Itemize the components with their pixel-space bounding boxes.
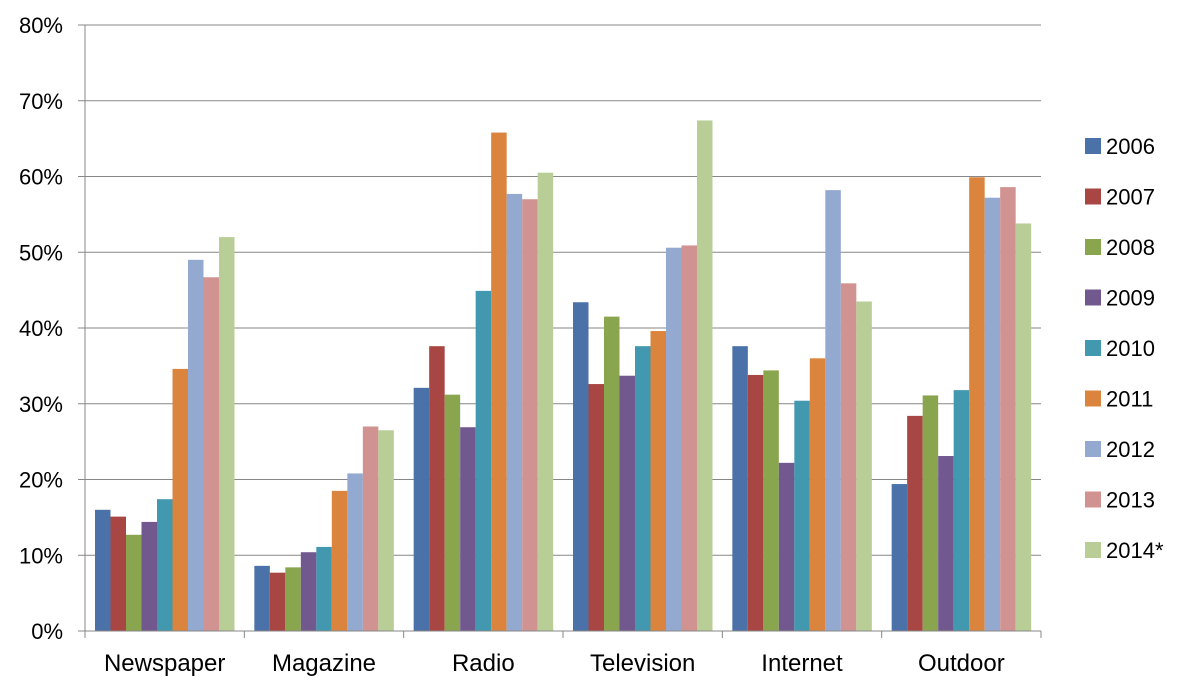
bar-2011-outdoor <box>969 177 985 631</box>
bar-2007-radio <box>429 346 445 631</box>
y-tick-label: 40% <box>19 316 63 341</box>
legend: 2006 2007 2008 2009 2010 2011 2012 2013 2014* <box>1085 134 1164 563</box>
bar-2010-television <box>635 346 651 631</box>
y-tick-label: 80% <box>19 13 63 38</box>
legend-swatch <box>1085 239 1101 255</box>
bar-2014-magazine <box>378 430 394 631</box>
bar-2013-radio <box>522 199 538 631</box>
bar-2011-television <box>650 331 666 631</box>
bar-2010-outdoor <box>953 390 970 631</box>
legend-swatch <box>1085 441 1101 457</box>
bar-2014-television <box>697 120 713 631</box>
y-tick-label: 30% <box>19 392 63 417</box>
bar-2014-newspaper <box>219 237 235 631</box>
bar-2008-magazine <box>285 567 301 631</box>
bar-2012-radio <box>506 193 523 632</box>
bar-2013-internet <box>840 283 857 631</box>
legend-label: 2009 <box>1106 286 1155 311</box>
x-tick-label: Newspaper <box>104 650 225 677</box>
legend-label: 2007 <box>1106 185 1155 210</box>
bar-2009-outdoor <box>938 456 954 631</box>
bar-2011-radio <box>491 132 507 631</box>
bar-2007-newspaper <box>110 516 126 631</box>
bar-2009-internet <box>778 462 795 631</box>
bar-2006-internet <box>732 346 748 631</box>
y-tick-label: 0% <box>31 619 63 644</box>
bar-2014-outdoor <box>1015 223 1032 631</box>
bar-2012-internet <box>825 190 841 631</box>
x-tick-label: Outdoor <box>918 650 1005 677</box>
legend-swatch <box>1085 390 1101 407</box>
bar-2012-newspaper <box>188 259 204 631</box>
bar-2011-magazine <box>331 490 348 631</box>
y-tick-label: 60% <box>19 165 63 190</box>
bar-2006-newspaper <box>95 509 111 631</box>
bar-2007-magazine <box>269 572 286 631</box>
bar-2012-television <box>666 247 682 631</box>
legend-label: 2010 <box>1106 336 1155 361</box>
gridlines <box>85 24 1041 556</box>
bar-2007-outdoor <box>907 415 923 631</box>
legend-swatch <box>1085 340 1101 356</box>
bar-2014-radio <box>537 172 554 631</box>
bar-2010-newspaper <box>157 499 173 631</box>
legend-label: 2008 <box>1106 235 1155 260</box>
legend-swatch <box>1085 491 1101 508</box>
y-tick-label: 50% <box>19 240 63 265</box>
bar-2012-outdoor <box>984 197 1001 631</box>
bar-2012-magazine <box>347 473 363 631</box>
x-tick-label: Internet <box>761 650 843 677</box>
legend-swatch <box>1085 138 1101 154</box>
bar-2007-internet <box>747 374 764 631</box>
bar-2013-newspaper <box>203 277 219 631</box>
y-tick-label: 70% <box>19 89 63 114</box>
legend-swatch <box>1085 188 1101 205</box>
bar-2013-magazine <box>362 426 379 631</box>
bar-2006-radio <box>413 387 430 631</box>
bar-2010-internet <box>794 400 810 631</box>
bars <box>95 120 1032 632</box>
bar-2013-television <box>681 245 697 631</box>
bar-2007-television <box>588 384 604 631</box>
bar-2009-television <box>619 375 635 631</box>
bar-2006-television <box>573 302 589 631</box>
bar-2011-newspaper <box>172 368 188 631</box>
bar-2011-internet <box>809 358 826 631</box>
bar-2013-outdoor <box>1000 187 1016 632</box>
bar-2014-internet <box>856 301 872 631</box>
legend-label: 2012 <box>1106 437 1155 462</box>
x-tick-label: Radio <box>452 650 515 677</box>
axes: 0% 10% 20% 30% 40% 50% 60% 70% 80% Newspaper Magaz… <box>19 13 1042 677</box>
legend-swatch <box>1085 289 1101 306</box>
legend-label: 2014* <box>1106 538 1164 563</box>
bar-2008-newspaper <box>126 534 142 631</box>
bar-2008-radio <box>444 394 461 631</box>
legend-label: 2011 <box>1106 387 1153 412</box>
bar-2008-television <box>604 316 620 631</box>
bar-2010-radio <box>475 290 492 631</box>
bar-2009-magazine <box>300 552 317 631</box>
bar-2008-internet <box>763 370 779 631</box>
legend-swatch <box>1085 542 1101 558</box>
bar-2009-radio <box>460 427 476 631</box>
bar-2010-magazine <box>316 546 332 631</box>
bar-2006-outdoor <box>891 484 908 631</box>
legend-label: 2013 <box>1106 488 1155 513</box>
bar-2009-newspaper <box>141 521 157 631</box>
bar-2008-outdoor <box>922 395 939 631</box>
y-tick-label: 10% <box>19 543 63 568</box>
y-tick-label: 20% <box>19 468 63 493</box>
bar-2006-magazine <box>254 565 270 631</box>
x-tick-label: Television <box>590 650 695 677</box>
legend-label: 2006 <box>1106 134 1155 159</box>
x-tick-label: Magazine <box>272 650 376 677</box>
